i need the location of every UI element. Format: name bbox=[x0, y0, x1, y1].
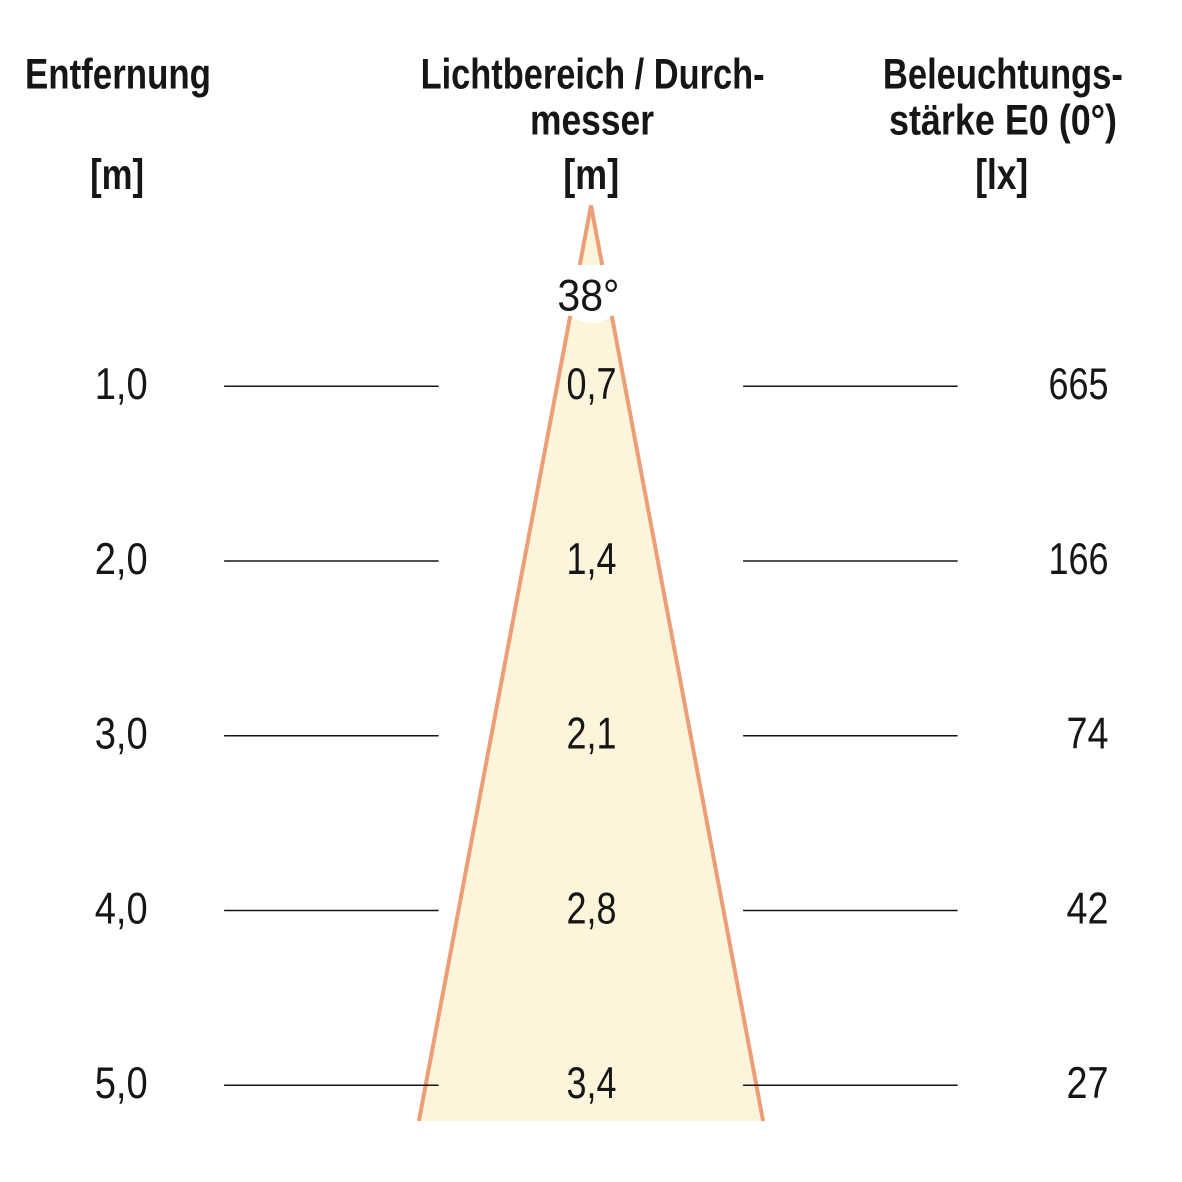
svg-text:1,4: 1,4 bbox=[567, 535, 617, 584]
svg-text:42: 42 bbox=[1067, 885, 1109, 934]
svg-text:1,0: 1,0 bbox=[95, 360, 148, 409]
svg-text:[lx]: [lx] bbox=[975, 151, 1028, 199]
svg-text:27: 27 bbox=[1067, 1059, 1109, 1108]
svg-text:166: 166 bbox=[1049, 535, 1109, 584]
svg-text:74: 74 bbox=[1067, 710, 1109, 759]
svg-text:2,1: 2,1 bbox=[567, 710, 617, 759]
svg-text:3,0: 3,0 bbox=[95, 710, 148, 759]
svg-text:0,7: 0,7 bbox=[567, 360, 617, 409]
svg-text:Entfernung: Entfernung bbox=[25, 51, 211, 99]
svg-text:2,8: 2,8 bbox=[567, 885, 617, 934]
svg-text:3,4: 3,4 bbox=[567, 1059, 617, 1108]
svg-text:38°: 38° bbox=[557, 272, 619, 321]
svg-text:stärke E0 (0°): stärke E0 (0°) bbox=[889, 97, 1117, 145]
svg-text:665: 665 bbox=[1049, 360, 1109, 409]
svg-text:Beleuchtungs-: Beleuchtungs- bbox=[883, 51, 1123, 99]
svg-text:[m]: [m] bbox=[90, 151, 144, 199]
svg-text:messer: messer bbox=[530, 97, 654, 145]
svg-text:2,0: 2,0 bbox=[95, 535, 148, 584]
svg-text:Lichtbereich / Durch-: Lichtbereich / Durch- bbox=[421, 51, 765, 99]
svg-text:[m]: [m] bbox=[563, 151, 619, 199]
svg-text:4,0: 4,0 bbox=[95, 885, 148, 934]
svg-text:5,0: 5,0 bbox=[95, 1059, 148, 1108]
